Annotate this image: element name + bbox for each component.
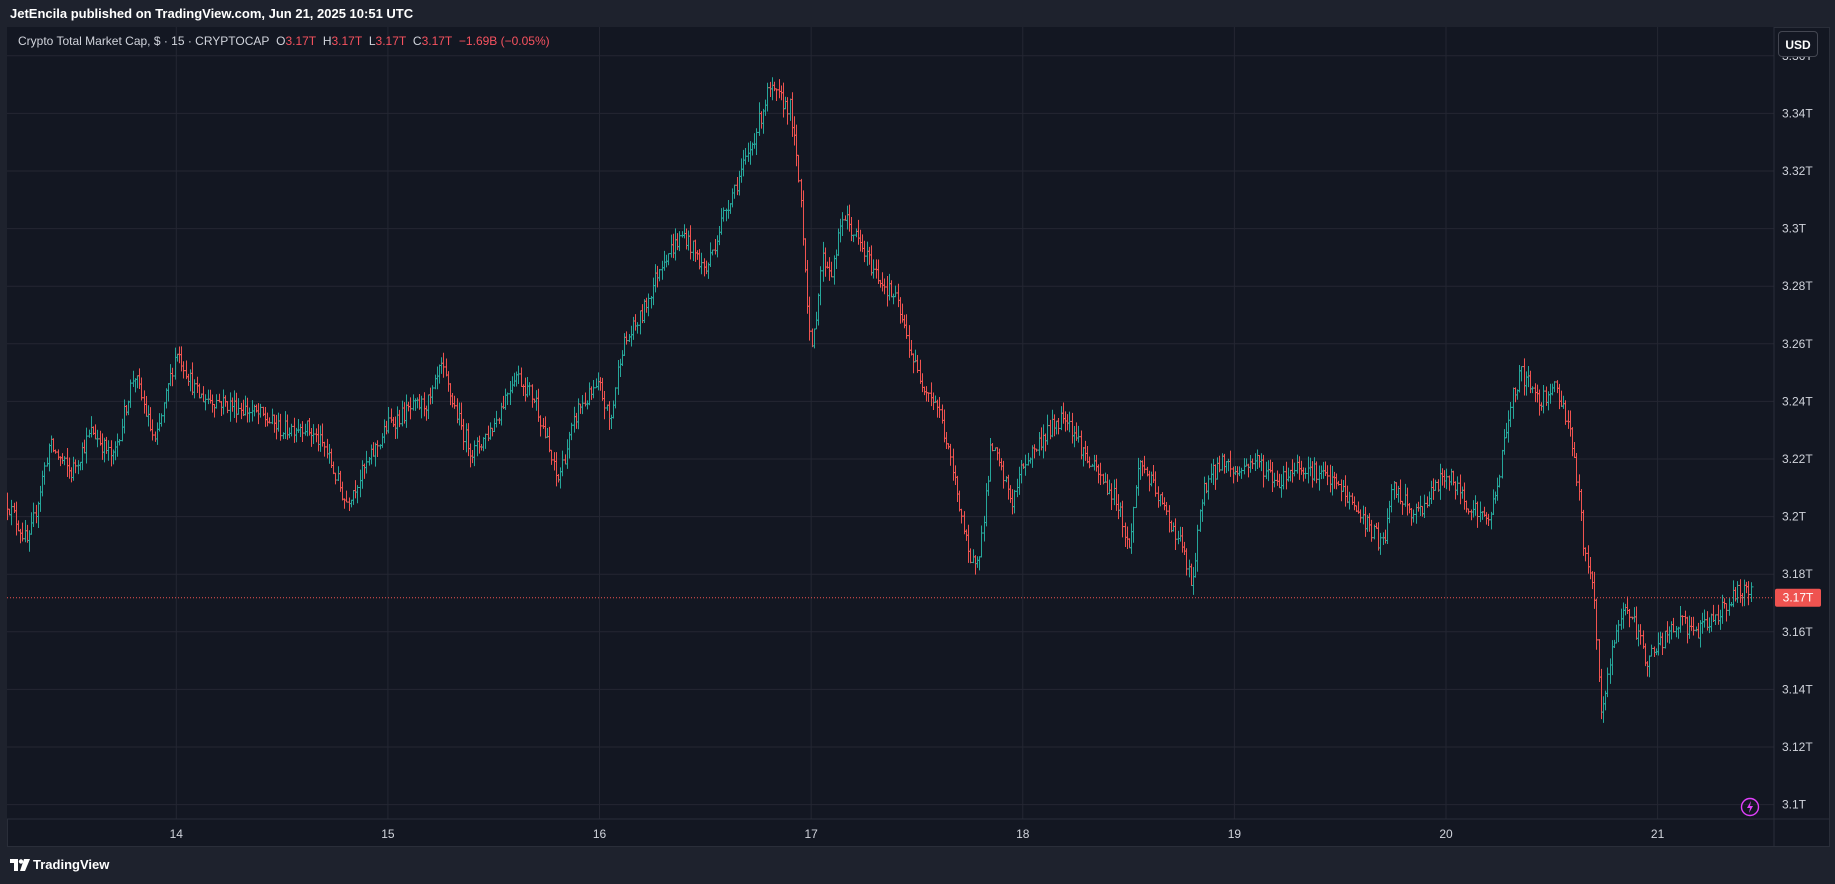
legend-open-value: 3.17T (285, 34, 317, 48)
time-axis[interactable]: 14 15 16 17 18 19 20 21 (170, 827, 1665, 841)
legend-close-label: C (412, 34, 422, 48)
grid (7, 27, 1774, 819)
y-tick-label: 3.26T (1782, 337, 1813, 351)
price-axis[interactable]: 3.1T 3.12T 3.14T 3.16T 3.18T 3.2T 3.22T 3.24T 3.… (1782, 49, 1813, 812)
y-tick-label: 3.22T (1782, 452, 1813, 466)
legend-open-label: O (276, 34, 286, 48)
lightning-icon[interactable] (1740, 797, 1760, 817)
x-tick-label: 18 (1016, 827, 1030, 841)
legend-symbol[interactable]: Crypto Total Market Cap, $ · 15 · CRYPTO… (18, 34, 270, 48)
x-tick-label: 20 (1439, 827, 1453, 841)
y-tick-label: 3.1T (1782, 798, 1807, 812)
footer-brand[interactable]: TradingView (33, 857, 110, 872)
y-tick-label: 3.34T (1782, 106, 1813, 120)
ohlc-bar (1749, 582, 1754, 603)
ohlc-bars (7, 77, 1754, 723)
y-tick-label: 3.12T (1782, 740, 1813, 754)
plot-area-background (7, 27, 1774, 819)
y-tick-label: 3.32T (1782, 164, 1813, 178)
last-price-badge-bg (1775, 588, 1821, 607)
publisher-text: JetEncila published on TradingView.com, … (10, 6, 414, 21)
last-price-badge-label: 3.17T (1783, 591, 1814, 605)
y-tick-label: 3.16T (1782, 625, 1813, 639)
legend-high-value: 3.17T (331, 34, 363, 48)
y-tick-label: 3.2T (1782, 510, 1807, 524)
y-tick-label: 3.24T (1782, 394, 1813, 408)
x-tick-label: 17 (804, 827, 818, 841)
x-tick-label: 19 (1228, 827, 1242, 841)
legend-high-label: H (322, 34, 332, 48)
currency-button[interactable]: USD (1778, 31, 1818, 57)
x-tick-label: 15 (381, 827, 395, 841)
y-tick-label: 3.28T (1782, 279, 1813, 293)
legend-low-label: L (368, 34, 376, 48)
legend-change: −1.69B (−0.05%) (458, 34, 550, 48)
x-tick-label: 21 (1651, 827, 1665, 841)
x-tick-label: 14 (170, 827, 184, 841)
price-chart[interactable]: 3.1T 3.12T 3.14T 3.16T 3.18T 3.2T 3.22T 3.24T 3.… (7, 27, 1830, 847)
y-tick-label: 3.14T (1782, 682, 1813, 696)
footer-bar (0, 847, 1835, 884)
publisher-header: JetEncila published on TradingView.com, … (0, 0, 1835, 27)
y-tick-label: 3.3T (1782, 222, 1807, 236)
last-price-badge: 3.17T (1775, 588, 1821, 607)
symbol-legend: Crypto Total Market Cap, $ · 15 · CRYPTO… (18, 34, 550, 48)
x-tick-label: 16 (593, 827, 607, 841)
legend-close-value: 3.17T (421, 34, 453, 48)
legend-low-value: 3.17T (375, 34, 407, 48)
y-tick-label: 3.18T (1782, 567, 1813, 581)
tradingview-logo-icon[interactable] (10, 859, 30, 871)
